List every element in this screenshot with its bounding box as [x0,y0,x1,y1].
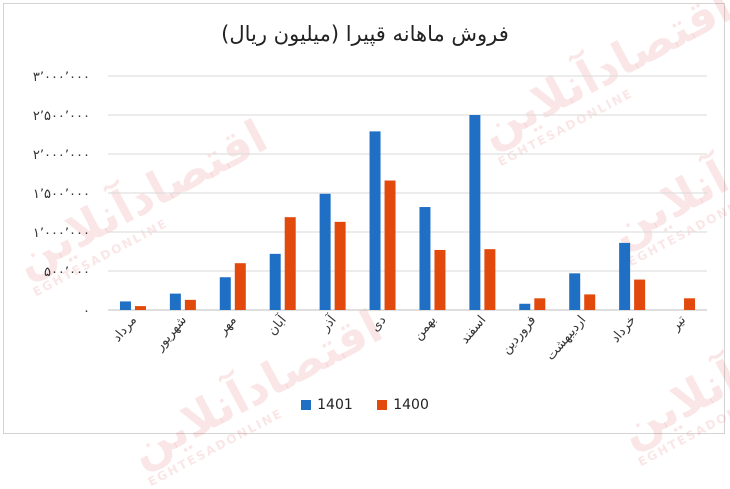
y-tick-label: ۱٬۵۰۰٬۰۰۰ [33,187,90,202]
x-tick-label: شهریور [152,313,190,355]
x-tick-label: خرداد [608,313,639,346]
bar-1400-11 [684,298,696,310]
x-tick-label: مهر [215,313,240,339]
chart-title: فروش ماهانه قپیرا (میلیون ریال) [221,22,509,46]
bar-1401-3 [269,253,281,310]
legend-label-1400: 1400 [393,397,429,413]
bar-1400-6 [434,249,446,310]
bar-1401-5 [369,131,381,310]
bar-1400-2 [234,263,246,310]
chart-frame [3,3,725,434]
bar-1401-8 [519,303,531,310]
legend-label-1401: 1401 [317,397,353,413]
bar-1401-2 [219,277,231,310]
bar-1400-7 [484,249,496,310]
x-tick-label: آبان [263,311,290,339]
y-tick-label: ۲٬۰۰۰٬۰۰۰ [33,148,90,163]
bar-1401-1 [169,293,181,310]
bar-1400-10 [634,279,646,310]
x-tick-label: آذر [316,311,341,336]
y-tick-label: ۳٬۰۰۰٬۰۰۰ [33,70,90,85]
bar-1400-5 [384,180,396,310]
legend-swatch-1400 [377,400,388,410]
x-tick-label: اردیبهشت [543,313,589,364]
bar-1400-8 [534,298,546,310]
bar-1401-9 [569,273,581,310]
x-tick-label: تیر [668,313,690,335]
bar-chart: ۰ ۵۰۰٬۰۰۰ ۱٬۰۰۰٬۰۰۰ ۱٬۵۰۰٬۰۰۰ ۲٬۰۰۰٬۰۰۰ ۲٬۵۰۰… [33,70,707,364]
bar-1400-9 [584,294,596,310]
bar-1401-6 [419,207,431,310]
legend-item-1401: 1401 [301,397,353,413]
bar-1400-1 [184,299,196,310]
bar-1401-10 [619,242,631,310]
y-tick-label: ۰ [83,304,90,319]
bar-1401-0 [119,301,131,310]
bar-1400-4 [334,221,346,310]
legend-swatch-1401 [301,400,312,410]
x-tick-label: دی [368,313,390,335]
bar-1400-0 [134,306,146,310]
chart-legend: 1401 1400 [0,397,730,414]
y-tick-label: ۲٬۵۰۰٬۰۰۰ [33,109,90,124]
bar-1401-4 [319,193,331,310]
bar-1400-3 [284,217,296,310]
y-tick-label: ۵۰۰٬۰۰۰ [44,265,90,280]
x-tick-label: بهمن [411,313,440,343]
legend-item-1400: 1400 [377,397,429,413]
x-tick-label: مرداد [110,313,140,345]
x-tick-label: فروردین [499,313,540,357]
bar-1401-7 [469,115,481,310]
x-tick-label: اسفند [457,313,489,347]
y-tick-label: ۱٬۰۰۰٬۰۰۰ [33,226,90,241]
